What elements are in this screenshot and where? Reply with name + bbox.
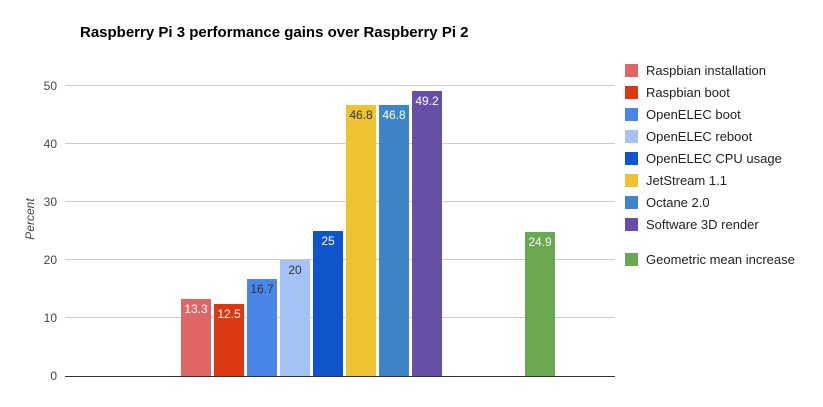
bar-raspbian-installation: 13.3 [181, 298, 211, 376]
legend-swatch [625, 151, 638, 165]
bar-value-label: 46.8 [349, 107, 373, 122]
bar-value-label: 46.8 [382, 107, 406, 122]
legend: Raspbian installation Raspbian boot OpenEL… [625, 62, 820, 312]
bar-raspbian-boot: 12.5 [214, 303, 244, 376]
legend-label: Geometric mean increase [646, 251, 795, 267]
bar-value-label: 24.9 [528, 234, 552, 249]
y-tick-label: 20 [43, 253, 57, 267]
legend-item-openelec-cpu-usage: OpenELEC CPU usage [625, 150, 782, 166]
bar-software-3d-render: 49.2 [412, 90, 442, 376]
bar-value-label: 20 [288, 263, 302, 277]
legend-swatch [625, 173, 638, 187]
legend-label: OpenELEC boot [646, 106, 741, 122]
legend-swatch [625, 63, 638, 77]
legend-swatch [625, 85, 638, 99]
bar-geometric-mean-increase: 24.9 [525, 231, 555, 376]
bar-jetstream-1-1: 46.8 [346, 104, 376, 376]
gridline [65, 85, 615, 86]
legend-label: JetStream 1.1 [646, 172, 727, 188]
bar-value-label: 13.3 [184, 301, 208, 316]
legend-label: OpenELEC CPU usage [646, 150, 782, 166]
legend-swatch [625, 107, 638, 121]
bar-value-label: 49.2 [415, 93, 439, 108]
legend-item-octane-2-0: Octane 2.0 [625, 194, 710, 210]
legend-item-jetstream-1-1: JetStream 1.1 [625, 172, 727, 188]
y-tick-label: 50 [43, 79, 57, 93]
y-tick-label: 30 [43, 195, 57, 209]
bar-value-label: 12.5 [217, 306, 241, 321]
legend-item-openelec-reboot: OpenELEC reboot [625, 128, 752, 144]
bar-value-label: 16.7 [250, 282, 274, 297]
gridline [65, 143, 615, 144]
chart-title: Raspberry Pi 3 performance gains over Ra… [80, 24, 469, 41]
legend-label: Raspbian boot [646, 84, 730, 100]
gridline [65, 201, 615, 202]
y-tick-label: 10 [43, 311, 57, 325]
bar-value-label: 25 [321, 234, 335, 248]
bar-openelec-boot: 16.7 [247, 279, 277, 376]
legend-label: Software 3D render [646, 216, 759, 232]
y-tick-label: 0 [50, 369, 57, 383]
y-tick-label: 40 [43, 137, 57, 151]
legend-label: Raspbian installation [646, 62, 766, 78]
plot-area: 0 10 20 30 40 50 13.3 12.5 16.7 20 25 46.8 46.8 49.2 2… [44, 79, 615, 383]
legend-item-raspbian-boot: Raspbian boot [625, 84, 730, 100]
legend-item-raspbian-installation: Raspbian installation [625, 62, 766, 78]
legend-swatch [625, 252, 638, 266]
bar-openelec-reboot: 20 [280, 260, 310, 376]
legend-swatch [625, 129, 638, 143]
bar-openelec-cpu-usage: 25 [313, 231, 343, 376]
bar-octane-2-0: 46.8 [379, 104, 409, 376]
legend-item-software-3d-render: Software 3D render [625, 216, 759, 232]
legend-label: Octane 2.0 [646, 194, 710, 210]
legend-swatch [625, 217, 638, 231]
legend-label: OpenELEC reboot [646, 128, 753, 144]
legend-item-geometric-mean-increase: Geometric mean increase [625, 251, 795, 267]
legend-item-openelec-boot: OpenELEC boot [625, 106, 741, 122]
legend-swatch [625, 195, 638, 209]
